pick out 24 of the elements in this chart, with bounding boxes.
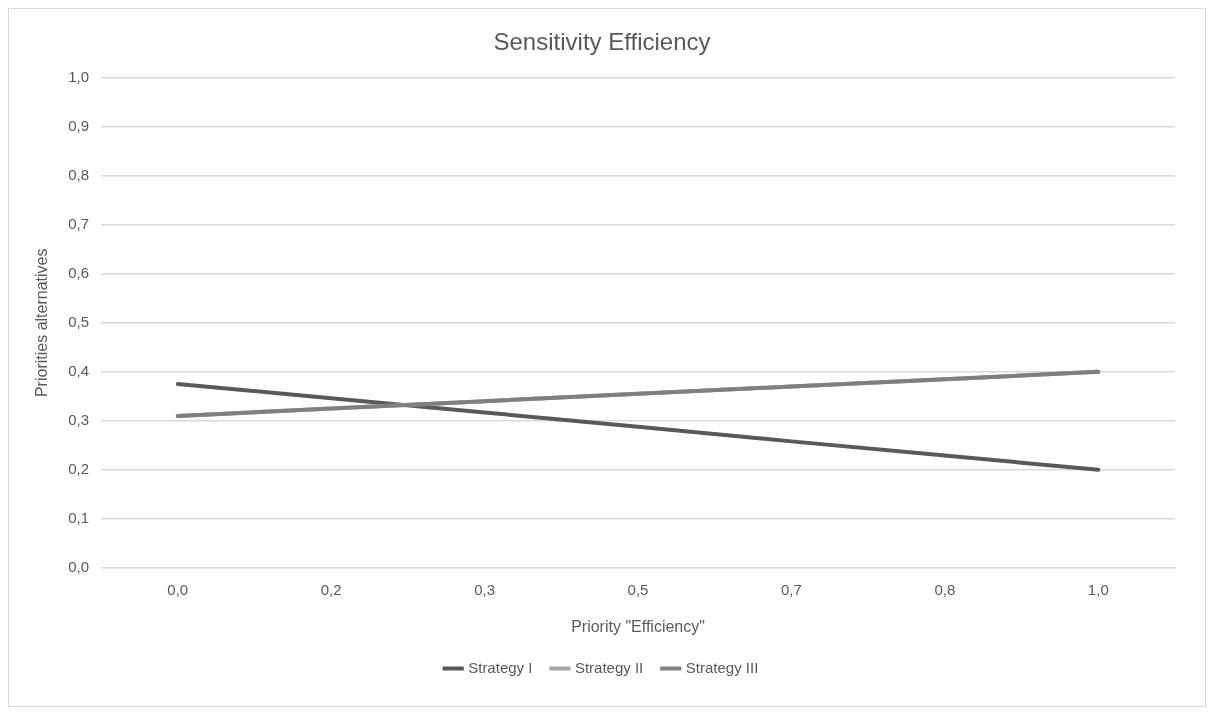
x-tick-label: 1,0 bbox=[1087, 580, 1109, 598]
y-tick-label: 0,6 bbox=[68, 263, 90, 281]
y-tick-label: 0,9 bbox=[68, 116, 90, 134]
legend-label: Strategy I bbox=[468, 658, 533, 676]
x-tick-label: 0,3 bbox=[474, 580, 496, 598]
y-axis-title: Priorities alternatives bbox=[33, 248, 51, 398]
chart-title: Sensitivity Efficiency bbox=[493, 28, 711, 56]
y-tick-label: 0,7 bbox=[68, 214, 90, 232]
legend-label: Strategy II bbox=[574, 658, 644, 676]
y-tick-label: 0,8 bbox=[68, 165, 90, 183]
x-tick-label: 0,8 bbox=[934, 580, 956, 598]
x-tick-label: 0,5 bbox=[627, 580, 649, 598]
y-tick-label: 0,2 bbox=[68, 459, 90, 477]
y-tick-label: 0,1 bbox=[68, 508, 90, 526]
y-tick-label: 0,4 bbox=[68, 361, 90, 379]
y-tick-label: 0,0 bbox=[68, 557, 90, 575]
x-tick-label: 0,0 bbox=[167, 580, 189, 598]
x-tick-label: 0,7 bbox=[781, 580, 802, 598]
x-tick-label: 0,2 bbox=[320, 580, 342, 598]
y-tick-label: 1,0 bbox=[68, 67, 90, 85]
y-tick-label: 0,5 bbox=[68, 312, 90, 330]
y-tick-label: 0,3 bbox=[68, 410, 90, 428]
legend-label: Strategy III bbox=[685, 658, 759, 676]
x-axis-title: Priority "Efficiency" bbox=[571, 617, 705, 635]
